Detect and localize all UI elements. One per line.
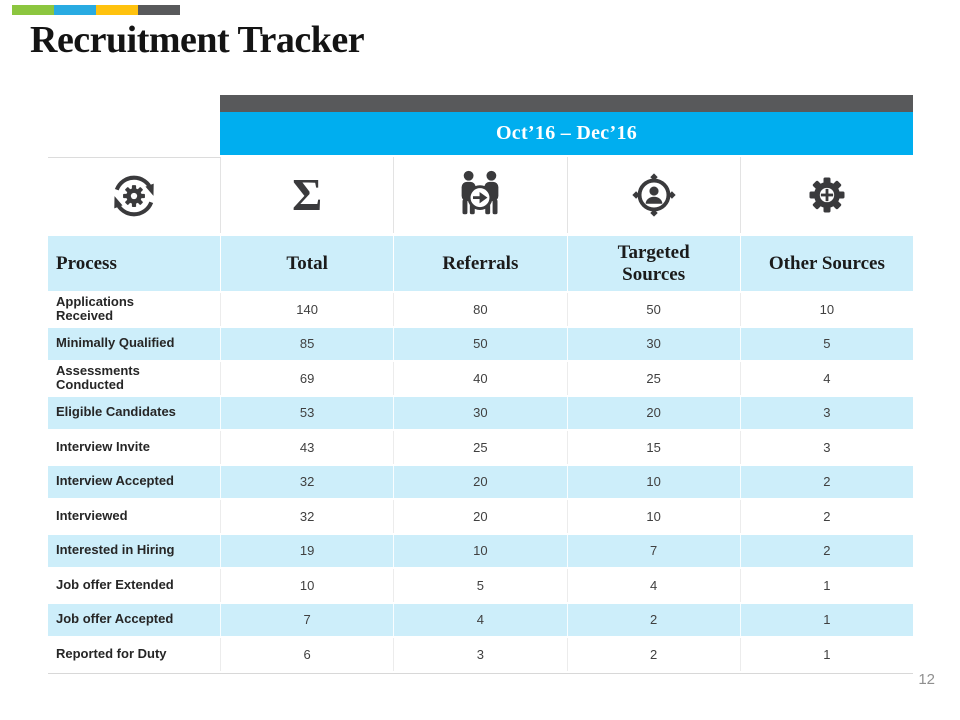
column-header-targeted-sources: Targeted Sources xyxy=(566,236,740,291)
period-header-row: Oct’16 – Dec’16 xyxy=(48,112,913,155)
table-row: Interviewed 32 20 10 2 xyxy=(48,500,913,533)
table-row: Reported for Duty 6 3 2 1 xyxy=(48,638,913,671)
row-value: 4 xyxy=(566,569,740,602)
row-value: 43 xyxy=(220,431,394,464)
table-top-strip-row xyxy=(48,95,913,112)
row-value: 50 xyxy=(566,293,740,326)
row-value: 50 xyxy=(393,327,567,360)
row-label: Minimally Qualified xyxy=(48,327,220,360)
row-value: 7 xyxy=(220,603,394,636)
row-label: Assessments Conducted xyxy=(48,362,220,395)
table-body: Applications Received 140 80 50 10 Minim… xyxy=(48,293,913,671)
table-row: Interested in Hiring 19 10 7 2 xyxy=(48,534,913,567)
row-value: 10 xyxy=(220,569,394,602)
row-value: 4 xyxy=(739,362,913,395)
row-value: 4 xyxy=(393,603,567,636)
row-value: 3 xyxy=(393,638,567,671)
table-row: Job offer Accepted 7 4 2 1 xyxy=(48,603,913,636)
row-value: 2 xyxy=(739,465,913,498)
other-sources-gear-plus-icon xyxy=(739,157,913,233)
row-value: 19 xyxy=(220,534,394,567)
slide-title: Recruitment Tracker xyxy=(30,19,365,61)
sigma-total-icon: Σ xyxy=(220,157,394,233)
row-value: 10 xyxy=(393,534,567,567)
targeted-sources-icon xyxy=(566,157,740,233)
period-label: Oct’16 – Dec’16 xyxy=(495,122,638,144)
row-value: 2 xyxy=(739,500,913,533)
row-value: 2 xyxy=(566,638,740,671)
column-header-other-sources: Other Sources xyxy=(739,236,913,291)
row-value: 20 xyxy=(393,465,567,498)
table-row: Minimally Qualified 85 50 30 5 xyxy=(48,327,913,360)
row-value: 6 xyxy=(220,638,394,671)
row-label: Interviewed xyxy=(48,500,220,533)
row-label: Interview Accepted xyxy=(48,465,220,498)
table-bottom-border xyxy=(48,672,913,674)
row-value: 140 xyxy=(220,293,394,326)
table-top-strip xyxy=(220,95,913,112)
accent-bar-segment xyxy=(12,5,54,15)
table-row: Job offer Extended 10 5 4 1 xyxy=(48,569,913,602)
row-value: 5 xyxy=(739,327,913,360)
table-row: Applications Received 140 80 50 10 xyxy=(48,293,913,326)
referrals-people-icon xyxy=(393,157,567,233)
icons-row: Σ xyxy=(48,157,913,234)
row-value: 69 xyxy=(220,362,394,395)
row-value: 2 xyxy=(566,603,740,636)
spacer xyxy=(48,112,220,155)
period-header: Oct’16 – Dec’16 xyxy=(220,112,913,155)
process-sync-gear-icon xyxy=(48,157,220,234)
row-value: 53 xyxy=(220,396,394,429)
row-value: 2 xyxy=(739,534,913,567)
row-value: 15 xyxy=(566,431,740,464)
accent-bar xyxy=(12,5,180,15)
row-value: 5 xyxy=(393,569,567,602)
accent-bar-segment xyxy=(54,5,96,15)
row-value: 40 xyxy=(393,362,567,395)
row-label: Job offer Accepted xyxy=(48,603,220,636)
column-header-total: Total xyxy=(220,236,394,291)
row-value: 1 xyxy=(739,638,913,671)
row-label: Interested in Hiring xyxy=(48,534,220,567)
accent-bar-segment xyxy=(138,5,180,15)
table-row: Interview Invite 43 25 15 3 xyxy=(48,431,913,464)
row-label: Reported for Duty xyxy=(48,638,220,671)
row-value: 20 xyxy=(566,396,740,429)
column-header-referrals: Referrals xyxy=(393,236,567,291)
row-value: 1 xyxy=(739,569,913,602)
row-value: 10 xyxy=(566,465,740,498)
row-value: 32 xyxy=(220,465,394,498)
row-value: 85 xyxy=(220,327,394,360)
table-row: Interview Accepted 32 20 10 2 xyxy=(48,465,913,498)
table-row: Eligible Candidates 53 30 20 3 xyxy=(48,396,913,429)
recruitment-table: Oct’16 – Dec’16 xyxy=(48,95,913,674)
sigma-glyph: Σ xyxy=(292,169,323,220)
row-label: Job offer Extended xyxy=(48,569,220,602)
spacer xyxy=(48,95,220,112)
row-value: 20 xyxy=(393,500,567,533)
row-label: Eligible Candidates xyxy=(48,396,220,429)
row-value: 10 xyxy=(739,293,913,326)
row-value: 7 xyxy=(566,534,740,567)
header-row: Process Total Referrals Targeted Sources… xyxy=(48,236,913,291)
row-value: 1 xyxy=(739,603,913,636)
row-label: Applications Received xyxy=(48,293,220,326)
row-value: 10 xyxy=(566,500,740,533)
row-value: 3 xyxy=(739,431,913,464)
page-number: 12 xyxy=(918,671,935,688)
table-row: Assessments Conducted 69 40 25 4 xyxy=(48,362,913,395)
row-value: 32 xyxy=(220,500,394,533)
row-value: 25 xyxy=(393,431,567,464)
accent-bar-segment xyxy=(96,5,138,15)
row-value: 30 xyxy=(566,327,740,360)
row-value: 80 xyxy=(393,293,567,326)
row-value: 25 xyxy=(566,362,740,395)
row-value: 30 xyxy=(393,396,567,429)
column-header-process: Process xyxy=(48,236,220,291)
row-label: Interview Invite xyxy=(48,431,220,464)
row-value: 3 xyxy=(739,396,913,429)
